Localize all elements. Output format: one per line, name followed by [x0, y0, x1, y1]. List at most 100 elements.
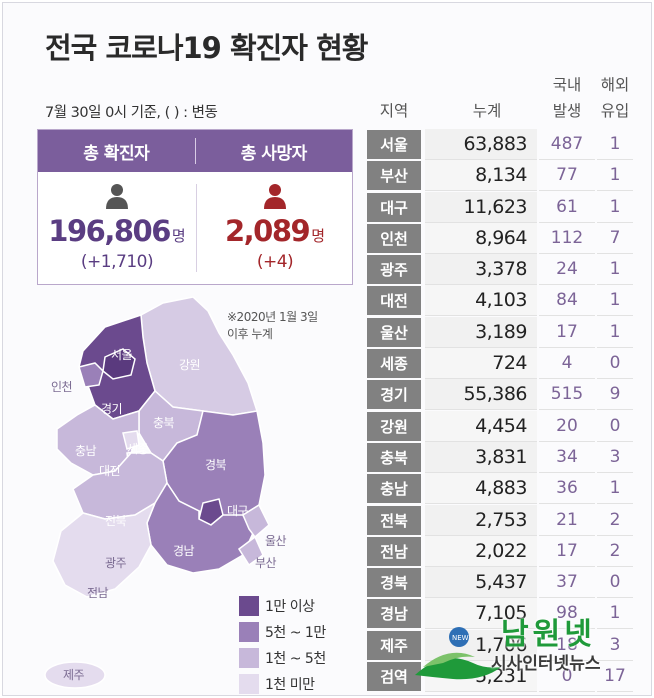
cell-total: 2,753 — [425, 504, 537, 536]
cell-region: 울산 — [367, 317, 421, 347]
legend-swatch-3 — [239, 648, 259, 668]
cell-region: 광주 — [367, 255, 421, 285]
legend-label-3: 1천 ~ 5천 — [265, 651, 326, 667]
deaths-label: 총 사망자 — [240, 143, 307, 164]
cell-region: 경북 — [367, 568, 421, 598]
cell-overseas: 1 — [597, 129, 633, 160]
cell-total: 3,831 — [425, 441, 537, 473]
map-label-daejeon: 대전 — [99, 464, 120, 478]
legend-item: 1만 이상 — [239, 593, 326, 619]
cell-region: 검역 — [367, 662, 421, 692]
cell-domestic: 0 — [539, 661, 595, 693]
confirmed-total: 196,806 — [48, 214, 171, 248]
note-line-2: 이후 누계 — [227, 327, 273, 341]
page-title: 전국 코로나19 확진자 현황 — [45, 31, 368, 65]
cell-overseas: 2 — [597, 505, 633, 536]
cell-domestic: 77 — [539, 160, 595, 192]
cell-total: 11,623 — [425, 191, 537, 223]
map-label-incheon: 인천 — [51, 379, 72, 394]
cell-domestic: 61 — [539, 192, 595, 223]
col-header-domestic-1: 국내 — [552, 76, 582, 94]
table-row: 전북 2,753 21 2 — [367, 504, 633, 536]
region-sejong — [122, 430, 140, 450]
confirmed-change: (+1,710) — [80, 252, 154, 272]
cell-overseas: 1 — [597, 317, 633, 348]
legend-item: 5천 ~ 1만 — [239, 619, 326, 645]
table-row: 경남 7,105 98 1 — [367, 598, 633, 630]
cell-overseas: 0 — [597, 348, 633, 380]
cell-domestic: 112 — [539, 223, 595, 254]
map-label-ulsan: 울산 — [265, 534, 287, 548]
cell-region: 서울 — [367, 130, 421, 159]
cell-overseas: 3 — [597, 442, 633, 473]
table-row: 인천 8,964 112 7 — [367, 222, 633, 254]
region-jeonnam — [52, 501, 157, 598]
cell-region: 부산 — [367, 161, 421, 191]
cell-region: 세종 — [367, 349, 421, 379]
table-row: 대전 4,103 84 1 — [367, 285, 633, 317]
deaths-total: 2,089 — [224, 214, 311, 248]
cell-total: 7,105 — [425, 598, 537, 630]
cell-overseas: 7 — [597, 223, 633, 254]
cell-overseas: 1 — [597, 160, 633, 192]
cell-domestic: 4 — [539, 348, 595, 380]
summary-card-header: 총 확진자 총 사망자 — [38, 130, 352, 172]
legend-label-2: 5천 ~ 1만 — [265, 625, 326, 641]
cell-overseas: 1 — [597, 192, 633, 223]
map-label-gyeonggi: 경기 — [101, 402, 122, 416]
region-table: 서울 63,883 487 1 부산 8,134 77 1 대구 11,623 61 1 인천 8,964… — [367, 129, 633, 693]
map-label-sejong: 세종 — [127, 442, 149, 456]
note-line-1: ※2020년 1월 3일 — [227, 310, 318, 324]
table-row: 경기 55,386 515 9 — [367, 379, 633, 411]
legend-swatch-4 — [239, 674, 259, 694]
cell-total: 1,706 — [425, 629, 537, 661]
table-row: 광주 3,378 24 1 — [367, 254, 633, 286]
header-divider — [194, 138, 196, 164]
cell-region: 인천 — [367, 223, 421, 253]
legend-label-4: 1천 미만 — [265, 677, 315, 693]
watermark-logo-icon: NEW — [415, 627, 501, 680]
summary-card: 총 확진자 총 사망자 196,806 명 (+1,710) 2,089 명 (+4… — [37, 129, 353, 285]
cell-overseas: 1 — [597, 598, 633, 630]
table-row: 충남 4,883 36 1 — [367, 473, 633, 505]
cell-total: 8,964 — [425, 222, 537, 254]
map-label-gyeongbuk: 경북 — [205, 458, 227, 472]
deaths-change: (+4) — [256, 252, 294, 272]
map-label-jeju: 제주 — [63, 668, 85, 682]
cell-domestic: 17 — [539, 536, 595, 567]
map-label-gwangju: 광주 — [105, 556, 127, 570]
cell-total: 4,103 — [425, 285, 537, 317]
cell-total: 4,454 — [425, 410, 537, 442]
table-row: 세종 724 4 0 — [367, 348, 633, 380]
watermark: NEW 남원넷 시사인터넷뉴스 — [413, 607, 649, 687]
cell-region: 경기 — [367, 380, 421, 410]
cell-total: 2,022 — [425, 535, 537, 567]
confirmed-column: 196,806 명 (+1,710) — [38, 172, 196, 286]
map-label-jeonnam: 전남 — [87, 586, 109, 600]
cell-domestic: 34 — [539, 442, 595, 473]
cell-domestic: 98 — [539, 598, 595, 630]
cell-domestic: 21 — [539, 505, 595, 536]
cell-region: 강원 — [367, 411, 421, 441]
legend-item: 1천 미만 — [239, 671, 326, 695]
table-row: 부산 8,134 77 1 — [367, 160, 633, 192]
cell-overseas: 3 — [597, 630, 633, 661]
cell-overseas: 2 — [597, 536, 633, 567]
cell-domestic: 84 — [539, 285, 595, 317]
cell-region: 제주 — [367, 630, 421, 660]
col-header-overseas-1: 해외 — [600, 76, 630, 94]
map-label-chungbuk: 충북 — [153, 416, 175, 430]
cell-region: 충남 — [367, 474, 421, 504]
cell-overseas: 1 — [597, 254, 633, 286]
table-row: 충북 3,831 34 3 — [367, 441, 633, 473]
map-label-daegu: 대구 — [227, 504, 249, 518]
cell-overseas: 17 — [597, 661, 633, 693]
cell-domestic: 36 — [539, 473, 595, 505]
cell-region: 경남 — [367, 599, 421, 629]
cell-total: 3,189 — [425, 316, 537, 348]
cell-region: 전북 — [367, 505, 421, 535]
map-legend: 1만 이상 5천 ~ 1만 1천 ~ 5천 1천 미만 — [239, 593, 326, 695]
cell-region: 대전 — [367, 286, 421, 316]
cell-overseas: 0 — [597, 567, 633, 599]
